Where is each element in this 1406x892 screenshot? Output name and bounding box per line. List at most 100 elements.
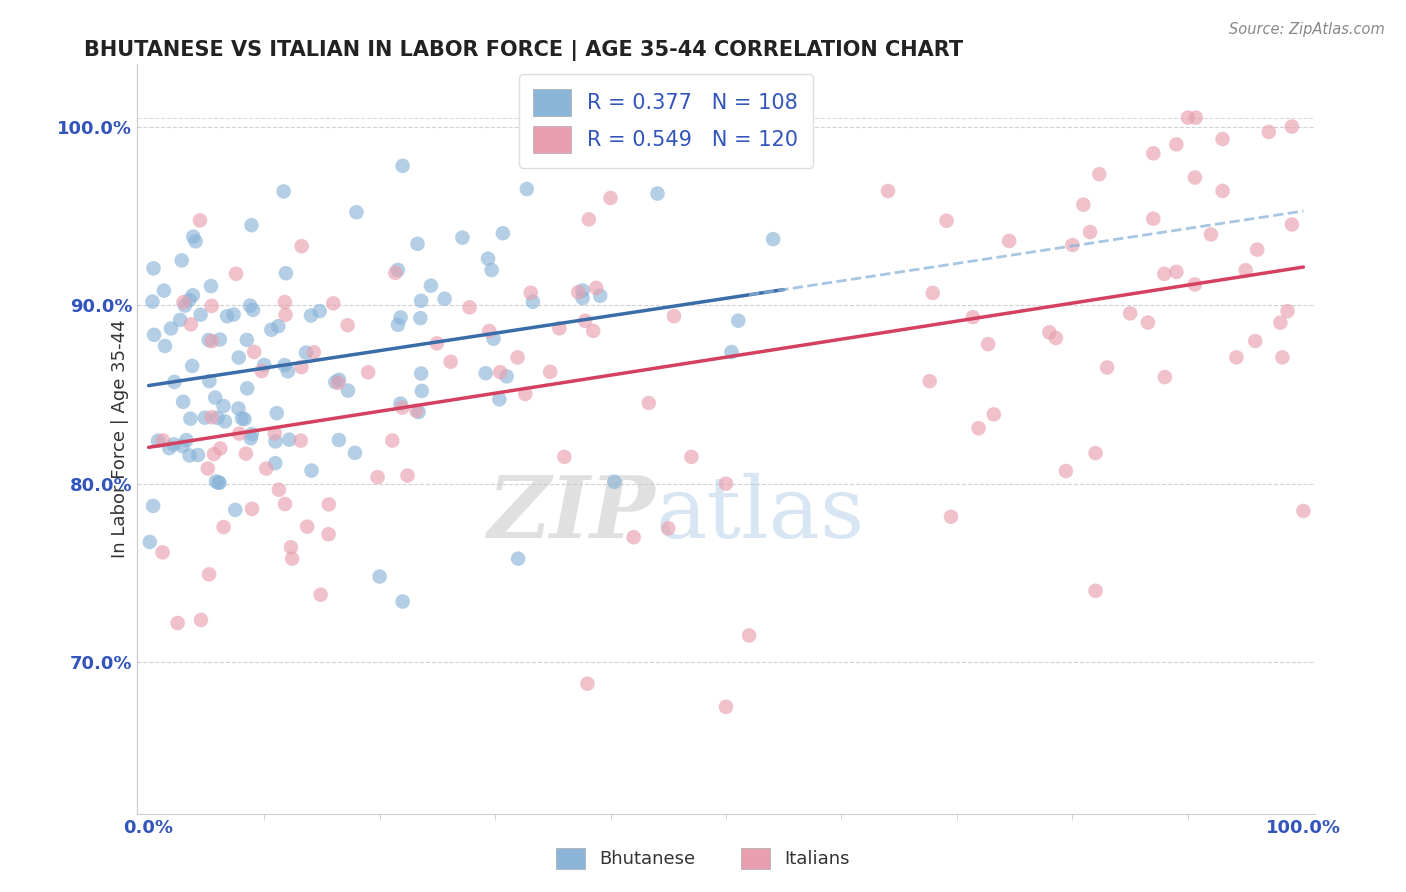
Point (260, 323, 283, 337)
Text: BHUTANESE VS ITALIAN IN LABOR FORCE | AGE 35-44 CORRELATION CHART: BHUTANESE VS ITALIAN IN LABOR FORCE | AG… (84, 40, 963, 62)
Point (153, 284, 176, 298)
Point (567, 285, 589, 299)
Point (309, 588, 332, 602)
Point (1073, 197, 1095, 211)
Point (357, 365, 380, 379)
Point (589, 289, 612, 303)
Point (426, 336, 449, 351)
Point (240, 218, 263, 232)
Point (264, 456, 287, 470)
Point (214, 414, 236, 428)
Point (1184, 277, 1206, 292)
Point (301, 464, 323, 478)
Point (250, 364, 273, 378)
Point (657, 521, 679, 535)
Point (603, 475, 626, 489)
Point (391, 159, 413, 173)
Point (205, 475, 228, 489)
Point (396, 468, 419, 483)
Point (239, 431, 262, 445)
Point (440, 355, 463, 369)
Point (411, 367, 433, 381)
Point (1054, 464, 1077, 478)
Point (576, 676, 599, 690)
Point (489, 365, 512, 379)
Point (274, 497, 297, 511)
Point (236, 381, 259, 395)
Point (212, 399, 235, 413)
Point (217, 309, 239, 323)
Point (166, 615, 188, 630)
Point (1084, 583, 1107, 598)
Point (343, 446, 366, 460)
Point (181, 359, 204, 373)
Point (302, 345, 325, 359)
Point (538, 365, 561, 379)
Point (1212, 132, 1234, 146)
Text: Source: ZipAtlas.com: Source: ZipAtlas.com (1229, 22, 1385, 37)
Point (299, 309, 322, 323)
Point (662, 309, 685, 323)
Point (488, 392, 510, 407)
Point (278, 433, 301, 447)
Point (508, 551, 530, 566)
Point (384, 266, 406, 280)
Point (169, 313, 191, 327)
Point (228, 351, 250, 365)
Point (337, 384, 360, 398)
Point (389, 310, 412, 325)
Point (336, 318, 359, 333)
Point (1281, 120, 1303, 134)
Point (308, 304, 330, 318)
Point (1088, 167, 1111, 181)
Point (142, 261, 165, 276)
Point (281, 551, 304, 566)
Point (408, 405, 430, 419)
Point (406, 236, 429, 251)
Point (157, 441, 180, 455)
Point (146, 434, 169, 448)
Point (613, 133, 636, 147)
Point (274, 295, 297, 310)
Legend: Bhutanese, Italians: Bhutanese, Italians (550, 840, 856, 876)
Point (1185, 111, 1208, 125)
Point (515, 387, 537, 401)
Point (194, 410, 217, 425)
Point (409, 311, 432, 326)
Point (263, 426, 285, 441)
Point (1062, 238, 1084, 252)
Point (200, 279, 222, 293)
Point (1246, 243, 1268, 257)
Point (1153, 267, 1175, 281)
Point (179, 449, 201, 463)
Point (172, 295, 194, 310)
Point (181, 288, 204, 302)
Point (637, 396, 659, 410)
Point (273, 185, 295, 199)
Point (522, 294, 544, 309)
Point (290, 359, 312, 374)
Point (198, 374, 221, 388)
Point (714, 476, 737, 491)
Point (179, 293, 201, 307)
Point (492, 226, 515, 240)
Point (1142, 146, 1164, 161)
Point (571, 291, 593, 305)
Point (578, 212, 600, 227)
Point (1095, 360, 1118, 375)
Point (176, 433, 198, 447)
Point (1166, 137, 1188, 152)
Point (1166, 265, 1188, 279)
Point (254, 461, 277, 475)
Point (1277, 304, 1299, 318)
Y-axis label: In Labor Force | Age 35-44: In Labor Force | Age 35-44 (111, 319, 129, 558)
Point (322, 296, 344, 310)
Point (163, 375, 186, 389)
Point (184, 235, 207, 249)
Point (240, 501, 263, 516)
Point (236, 333, 259, 347)
Point (274, 308, 297, 322)
Point (153, 339, 176, 353)
Point (264, 434, 287, 449)
Point (202, 447, 225, 461)
